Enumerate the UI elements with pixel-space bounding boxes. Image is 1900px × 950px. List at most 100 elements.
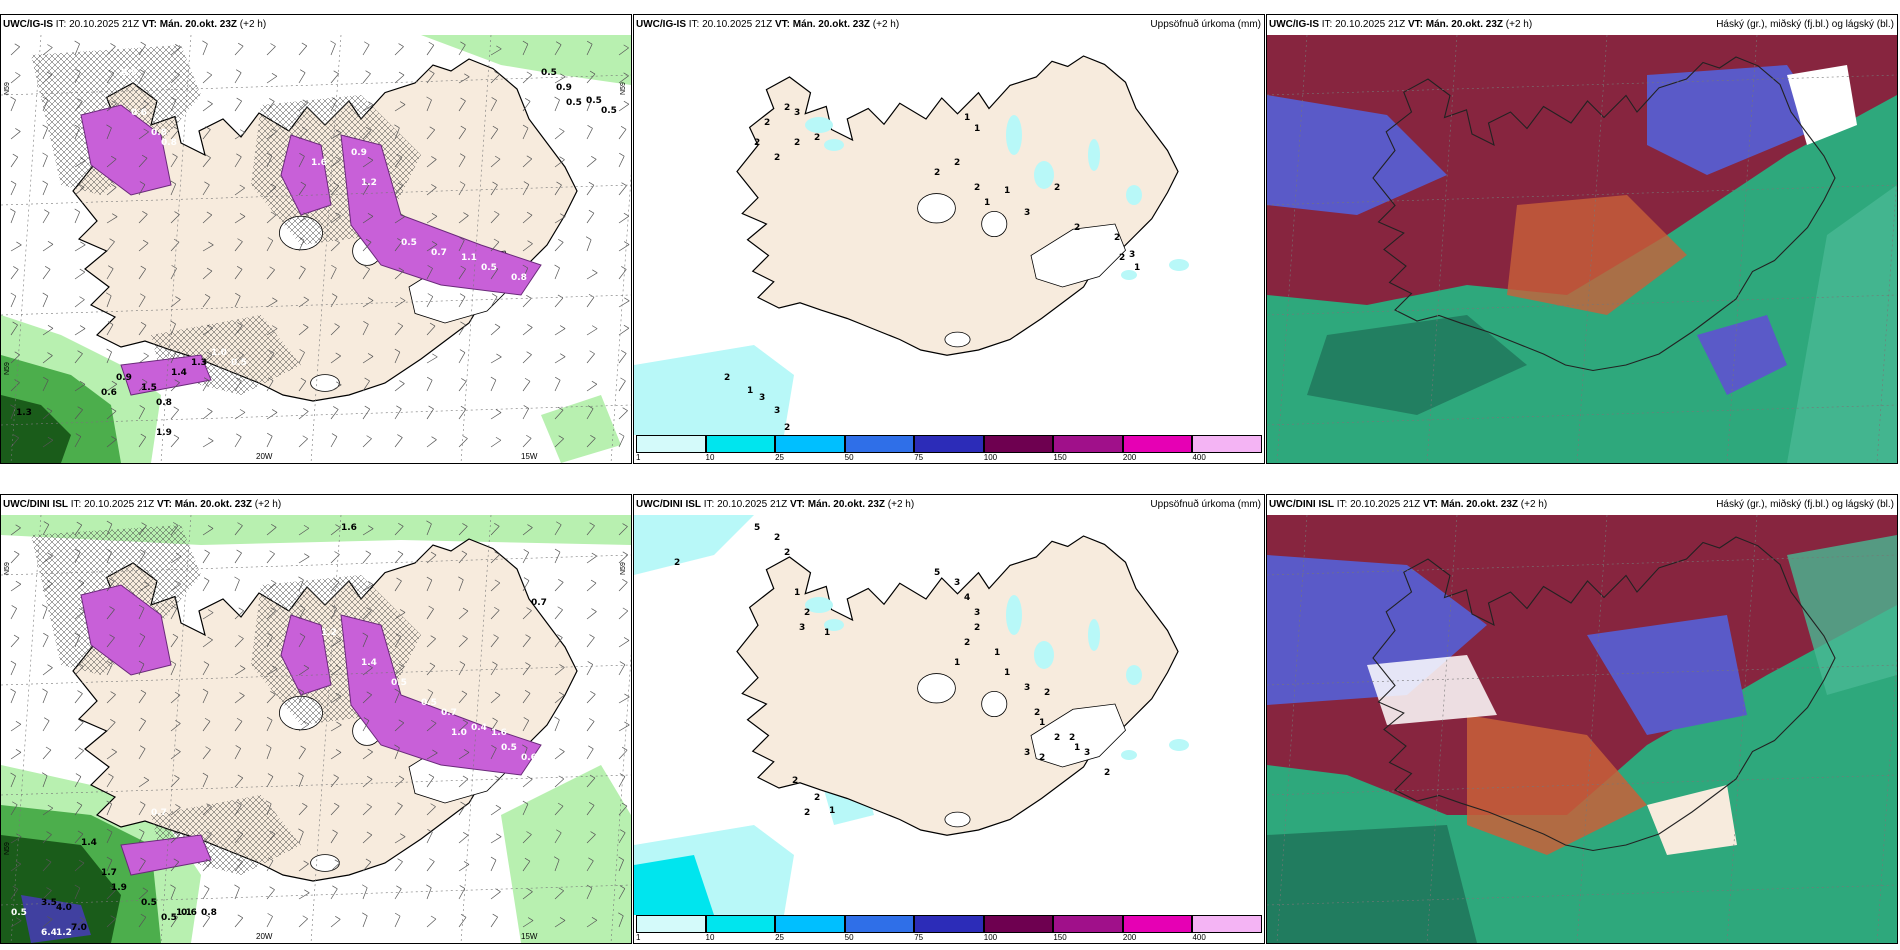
- value-label: 0.8: [151, 128, 167, 138]
- precip-value-labels: 1.61.41.71.90.50.5 0.6 0.83.5 4.06.4 1.2 7.00…: [11, 523, 547, 938]
- lon-label-20w: 20W: [256, 452, 273, 461]
- colorbar-tick: 100: [983, 933, 998, 942]
- value-label: 0.5: [541, 68, 557, 78]
- lead-time: (+2 h): [1520, 499, 1548, 510]
- value-label: 2: [804, 808, 810, 818]
- colorbar-swatch: [1192, 915, 1262, 933]
- grid-labels: 20W 15W N59 N59 N59: [4, 82, 627, 461]
- vt-prefix: VT:: [789, 499, 808, 510]
- value-label: 2: [774, 153, 780, 163]
- glacier-hofsjokull: [981, 210, 1008, 237]
- value-label: 1.0: [451, 728, 467, 738]
- value-label: 3: [954, 578, 960, 588]
- value-label: 1.9: [111, 883, 127, 893]
- value-label: 2: [804, 608, 810, 618]
- value-label: 0.7: [531, 598, 547, 608]
- panel-title: UWC/DINI ISL IT: 20.10.2025 21Z VT: Mán.…: [634, 495, 1264, 515]
- model-name: UWC/IG-IS: [636, 19, 686, 30]
- panel-ig-ppt: UWC/IG-IS IT: 20.10.2025 21Z VT: Mán. 20…: [0, 14, 632, 464]
- value-label: 0.4: [471, 723, 487, 733]
- value-label: 1: [954, 658, 960, 668]
- panel-title: UWC/IG-IS IT: 20.10.2025 21Z VT: Mán. 20…: [1267, 15, 1897, 35]
- it-value: 20.10.2025 21Z: [69, 19, 140, 30]
- value-label: 1: [1039, 718, 1045, 728]
- value-label: 0.5: [161, 913, 177, 923]
- value-label: 0.5: [481, 263, 497, 273]
- value-label: 2: [794, 138, 800, 148]
- value-label: 0.8: [156, 398, 172, 408]
- lead-time: (+2 h): [872, 19, 900, 30]
- value-label: 2: [934, 168, 940, 178]
- glacier-vatnajokull: [1030, 223, 1126, 288]
- vt-prefix: VT:: [141, 19, 160, 30]
- value-label: 7.0: [71, 923, 87, 933]
- value-label: 5: [754, 523, 760, 533]
- glacier-myrdalsjokull: [944, 331, 971, 348]
- value-label: 2: [1069, 733, 1075, 743]
- value-label: 1.4: [361, 658, 377, 668]
- glacier-langjokull: [917, 673, 956, 704]
- panel-right-title: Uppsöfnuð úrkoma (mm): [1150, 499, 1261, 510]
- lat-label: N59: [4, 362, 11, 375]
- wind-barbs: [10, 520, 630, 928]
- value-label: 2: [724, 373, 730, 383]
- lon-label-20w: 20W: [256, 932, 273, 941]
- value-label: 0.9: [556, 83, 572, 93]
- value-label: 2: [764, 118, 770, 128]
- wind-barbs: [10, 40, 630, 448]
- colorbar-swatch: [983, 915, 1054, 933]
- colorbar-swatch: [1122, 435, 1193, 453]
- value-label: 0.8: [511, 273, 527, 283]
- lat-label: N59: [620, 562, 627, 575]
- cloud-cover-map: [1267, 515, 1897, 943]
- lon-label-15w: 15W: [521, 452, 538, 461]
- it-prefix: IT:: [1321, 19, 1336, 30]
- lat-lon-grid: [1, 515, 631, 943]
- colorbar-swatch: [1053, 915, 1123, 933]
- value-label: 3: [1129, 250, 1135, 260]
- panel-right-title: Háský (gr.), miðský (fj.bl.) og lágský (…: [1716, 19, 1894, 30]
- value-label: 5: [934, 568, 940, 578]
- panel-right-title: Uppsöfnuð úrkoma (mm): [1150, 19, 1261, 30]
- model-name: UWC/IG-IS: [3, 19, 53, 30]
- value-label: 1: [794, 588, 800, 598]
- glacier-vatnajokull: [1030, 703, 1126, 768]
- model-name: UWC/DINI ISL: [3, 499, 68, 510]
- colorbar-tick: 25: [775, 933, 785, 942]
- value-label: 0.5: [421, 698, 437, 708]
- accum-shower-blobs: [805, 595, 1189, 760]
- value-label: 1.1: [176, 908, 192, 918]
- accum-value-labels: 2522123153432211132122322132132221: [674, 523, 1110, 818]
- it-prefix: IT:: [55, 19, 70, 30]
- value-label: 3: [974, 608, 980, 618]
- iceland-outline: [1372, 56, 1836, 372]
- lat-lon-grid: [1267, 35, 1897, 463]
- value-label: 4: [964, 593, 970, 603]
- vt-value: Mán. 20.okt. 23Z: [1425, 19, 1503, 30]
- value-label: 0.5: [566, 98, 582, 108]
- panel-title: UWC/DINI ISL IT: 20.10.2025 21Z VT: Mán.…: [1267, 495, 1897, 515]
- colorbar-swatch: [1122, 915, 1193, 933]
- colorbar-swatch: [914, 435, 984, 453]
- colorbar-tick: 200: [1122, 933, 1137, 942]
- value-label: 2: [754, 138, 760, 148]
- colorbar: 1 10 25 50 75 100 150 200 400: [636, 915, 1262, 942]
- value-label: 1.3: [191, 358, 207, 368]
- value-label: 1.2: [321, 628, 337, 638]
- value-label: 3: [1084, 748, 1090, 758]
- colorbar-swatch: [1192, 435, 1262, 453]
- value-label: 1: [824, 628, 830, 638]
- colorbar-swatch: [636, 435, 706, 453]
- value-label: 2: [964, 638, 970, 648]
- value-label: 1: [994, 648, 1000, 658]
- colorbar-swatch: [705, 915, 776, 933]
- iceland-outline: [1372, 536, 1836, 852]
- value-label: 2: [1104, 768, 1110, 778]
- value-label: 1.6: [311, 158, 327, 168]
- value-label: 3: [759, 393, 765, 403]
- panel-title: UWC/DINI ISL IT: 20.10.2025 21Z VT: Mán.…: [1, 495, 631, 515]
- value-label: 4.0: [56, 903, 72, 913]
- panel-right-title: Háský (gr.), miðský (fj.bl.) og lágský (…: [1716, 499, 1894, 510]
- colorbar-swatch: [775, 915, 845, 933]
